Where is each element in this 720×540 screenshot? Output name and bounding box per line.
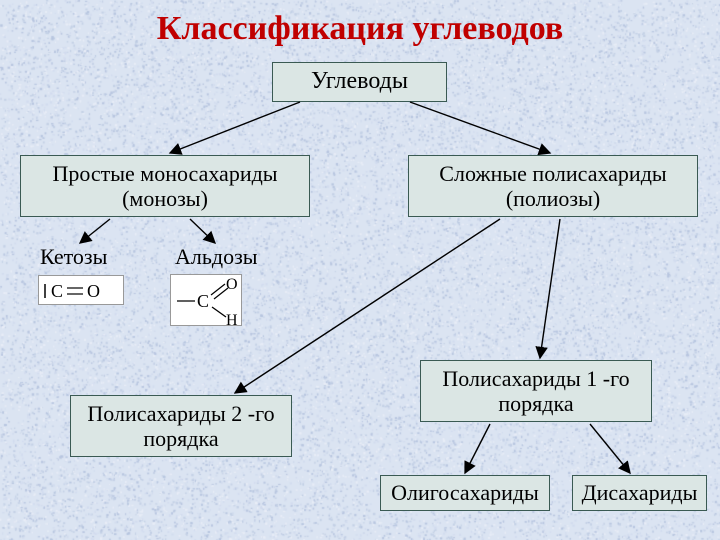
slide-title: Классификация углеводов: [0, 0, 720, 48]
svg-text:O: O: [226, 276, 238, 293]
svg-text:O: O: [87, 281, 100, 301]
node-root: Углеводы: [272, 62, 447, 102]
node-complex: Сложные полисахариды(полиозы): [408, 155, 698, 217]
node-poly1: Полисахариды 1 -гопорядка: [420, 360, 652, 422]
label-ketozy: Кетозы: [40, 245, 107, 269]
label-aldozy: Альдозы: [175, 245, 258, 269]
node-di: Дисахариды: [572, 475, 707, 511]
node-simple: Простые моносахариды(монозы): [20, 155, 310, 217]
formula-ketone: C O: [38, 275, 124, 305]
node-poly2: Полисахариды 2 -гопорядка: [70, 395, 292, 457]
svg-text:C: C: [51, 281, 63, 301]
svg-text:C: C: [197, 291, 209, 311]
formula-aldehyde: C O H: [170, 274, 242, 326]
node-oligo: Олигосахариды: [380, 475, 550, 511]
svg-text:H: H: [226, 312, 238, 327]
